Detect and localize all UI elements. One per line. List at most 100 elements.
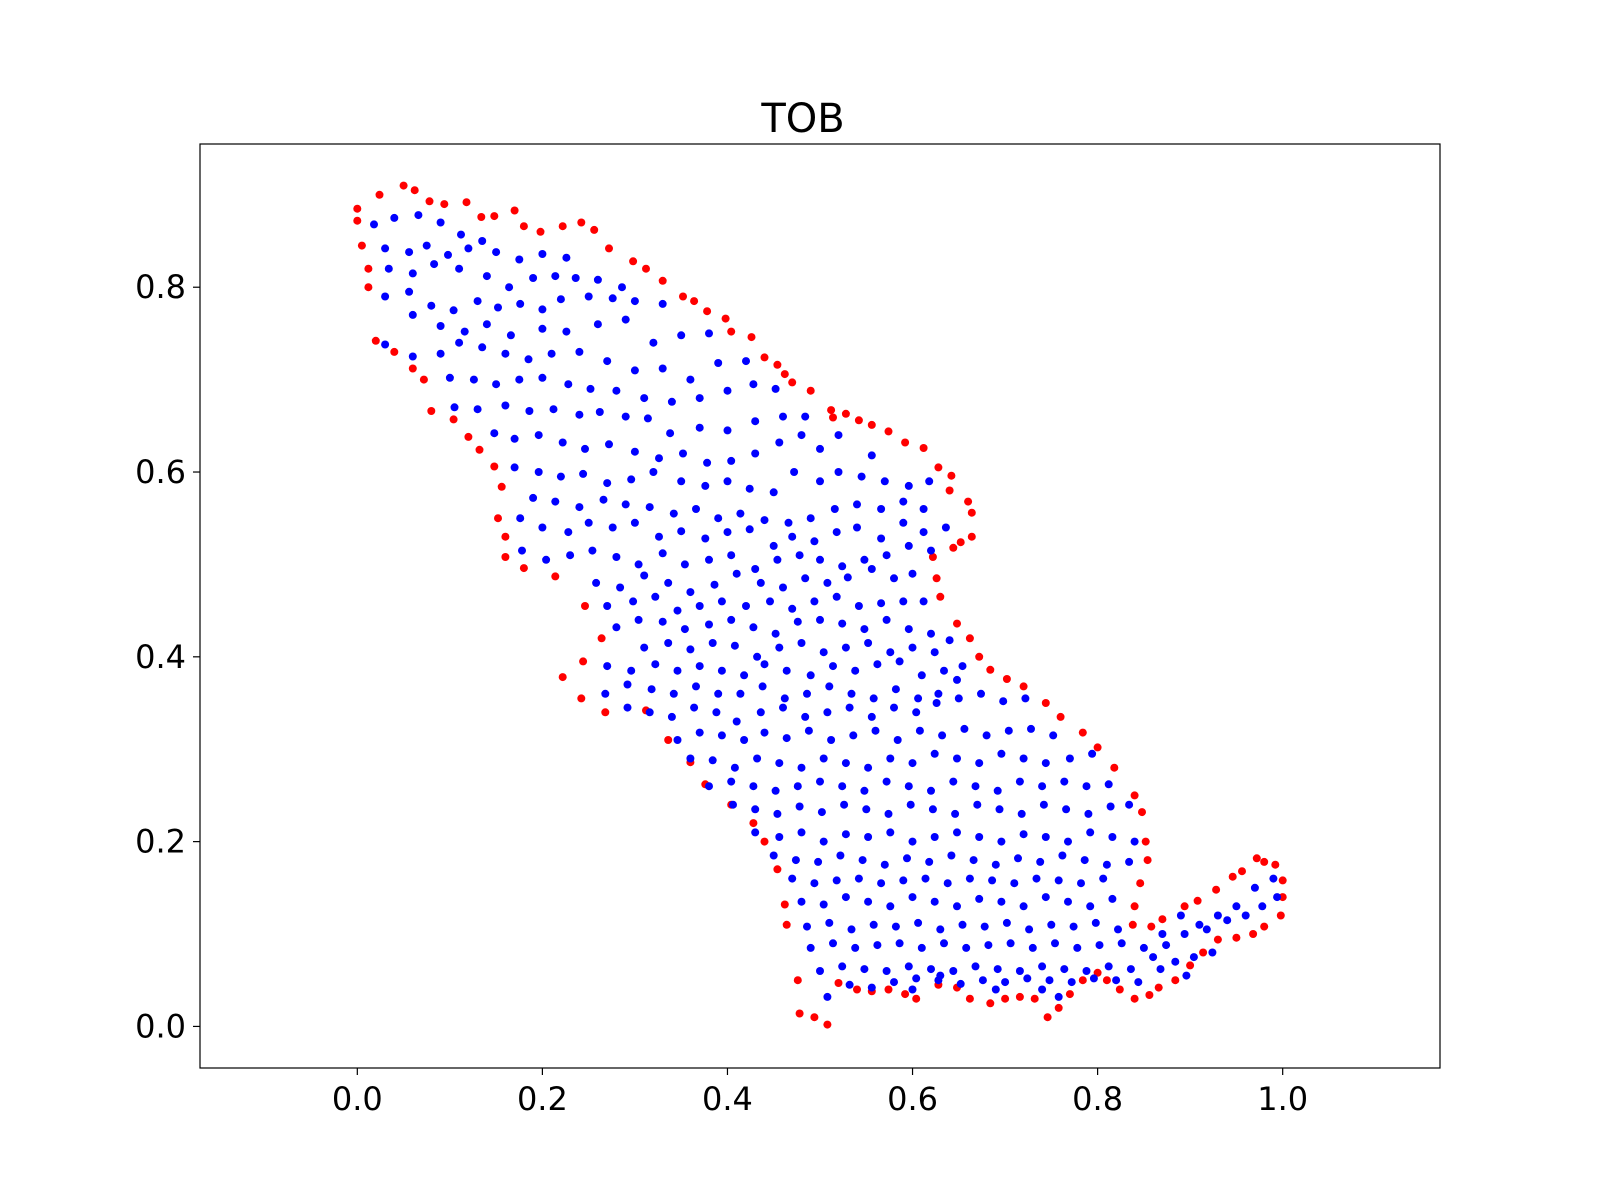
data-point xyxy=(899,497,908,506)
data-point xyxy=(642,264,650,273)
data-point xyxy=(551,572,560,581)
data-point xyxy=(1080,856,1089,865)
data-point xyxy=(608,294,617,303)
data-point xyxy=(882,551,891,560)
data-point xyxy=(538,523,547,532)
data-point xyxy=(899,518,908,527)
data-point xyxy=(814,857,823,866)
data-point xyxy=(630,447,639,456)
data-point xyxy=(827,736,836,744)
data-point xyxy=(1199,948,1208,957)
data-point xyxy=(425,197,434,206)
data-point xyxy=(1036,857,1045,866)
data-point xyxy=(1069,922,1078,931)
data-point xyxy=(506,331,515,340)
data-point xyxy=(886,648,895,657)
data-point xyxy=(1213,935,1222,944)
data-point xyxy=(701,534,710,543)
data-point xyxy=(658,299,667,308)
data-point xyxy=(882,777,891,786)
data-point xyxy=(901,990,910,999)
data-point xyxy=(914,918,923,927)
data-point xyxy=(965,634,974,643)
x-tick-label: 0.2 xyxy=(517,1080,568,1118)
data-point xyxy=(478,343,487,352)
data-point xyxy=(975,894,984,903)
data-point xyxy=(953,754,961,763)
data-point xyxy=(749,782,758,791)
data-point xyxy=(1158,930,1167,938)
data-point xyxy=(834,468,843,476)
data-point xyxy=(936,925,945,934)
data-point xyxy=(593,275,602,284)
data-point xyxy=(788,604,797,613)
data-point xyxy=(891,922,900,931)
data-point xyxy=(730,763,739,772)
data-point xyxy=(793,976,802,985)
data-point xyxy=(1136,879,1145,888)
data-point xyxy=(686,754,695,763)
data-point xyxy=(669,689,678,698)
data-point xyxy=(1104,780,1113,789)
data-point xyxy=(912,974,921,983)
data-point xyxy=(867,451,876,460)
data-point xyxy=(677,477,686,486)
data-point xyxy=(1126,965,1135,974)
data-point xyxy=(745,484,754,493)
data-point xyxy=(877,879,886,888)
y-tick-label: 0.8 xyxy=(135,268,186,306)
data-point xyxy=(505,283,514,292)
data-point xyxy=(536,227,545,236)
data-point xyxy=(643,414,652,423)
data-point xyxy=(810,879,819,888)
data-point xyxy=(1015,777,1024,786)
data-point xyxy=(1058,851,1067,860)
data-point xyxy=(664,736,673,744)
data-point xyxy=(1091,918,1100,927)
data-point xyxy=(679,449,687,458)
data-point xyxy=(1032,874,1041,883)
data-point xyxy=(986,665,995,674)
data-point xyxy=(510,463,519,472)
data-point xyxy=(940,666,948,675)
data-point xyxy=(949,967,958,975)
data-point xyxy=(932,699,941,707)
data-point xyxy=(904,962,913,971)
data-point xyxy=(838,562,847,571)
data-point xyxy=(575,347,584,356)
data-point xyxy=(904,625,913,634)
data-point xyxy=(667,712,676,721)
data-point xyxy=(1019,682,1028,691)
data-point xyxy=(427,301,436,310)
data-point xyxy=(419,375,428,384)
data-point xyxy=(919,597,928,606)
data-point xyxy=(816,555,824,564)
data-point xyxy=(775,833,784,841)
data-point xyxy=(806,943,815,952)
data-point xyxy=(829,413,837,422)
data-point xyxy=(1056,712,1065,721)
data-point xyxy=(927,786,935,795)
data-point xyxy=(1023,974,1032,983)
data-point xyxy=(934,689,943,698)
data-point xyxy=(708,756,717,765)
data-point xyxy=(375,190,384,199)
data-point xyxy=(634,615,643,624)
data-point xyxy=(475,445,484,454)
data-point xyxy=(558,222,567,231)
data-point xyxy=(1250,883,1259,892)
data-point xyxy=(825,682,834,691)
data-point xyxy=(899,597,908,606)
data-point xyxy=(995,805,1004,814)
data-point xyxy=(414,211,423,220)
data-point xyxy=(558,673,567,682)
data-point xyxy=(986,999,995,1008)
data-point xyxy=(771,786,780,795)
data-point xyxy=(771,629,780,638)
data-point xyxy=(749,819,758,828)
data-point xyxy=(1269,874,1278,883)
data-point xyxy=(518,546,526,555)
data-point xyxy=(1086,828,1095,837)
data-point xyxy=(1147,922,1156,931)
